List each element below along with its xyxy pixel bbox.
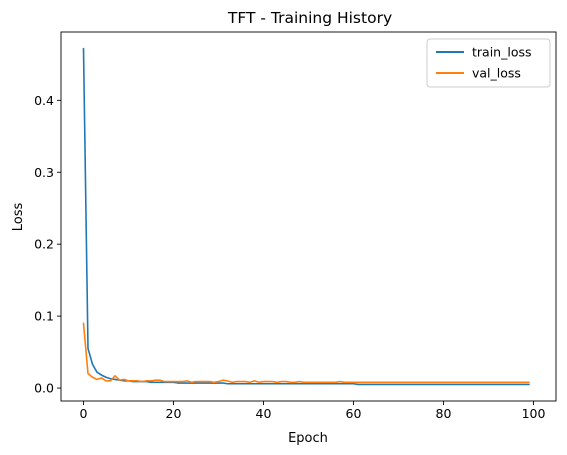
y-axis: 0.0 0.1 0.2 0.3 0.4 xyxy=(34,93,61,396)
y-axis-label: Loss xyxy=(11,203,26,232)
plot-area xyxy=(61,32,556,401)
x-tick-label: 100 xyxy=(522,406,546,421)
legend: train_loss val_loss xyxy=(426,38,551,88)
x-tick-label: 60 xyxy=(346,406,362,421)
y-tick-label: 0.0 xyxy=(34,381,54,396)
legend-label-train-loss: train_loss xyxy=(472,45,532,60)
x-tick-label: 20 xyxy=(166,406,182,421)
plot-frame xyxy=(60,31,557,402)
y-tick-label: 0.3 xyxy=(34,165,54,180)
y-tick-label: 0.4 xyxy=(34,93,54,108)
series-line-val-loss xyxy=(82,322,530,384)
x-axis: 0 20 40 60 80 100 xyxy=(80,401,546,421)
x-tick-label: 40 xyxy=(256,406,272,421)
y-tick-label: 0.1 xyxy=(34,309,54,324)
y-tick-label: 0.2 xyxy=(34,237,54,252)
x-axis-label: Epoch xyxy=(288,431,328,446)
series-layer xyxy=(82,47,530,386)
x-tick-label: 80 xyxy=(436,406,452,421)
series-line-train-loss xyxy=(82,47,530,386)
legend-label-val-loss: val_loss xyxy=(472,66,521,81)
x-tick-label: 0 xyxy=(80,406,88,421)
chart-title: TFT - Training History xyxy=(227,9,392,27)
